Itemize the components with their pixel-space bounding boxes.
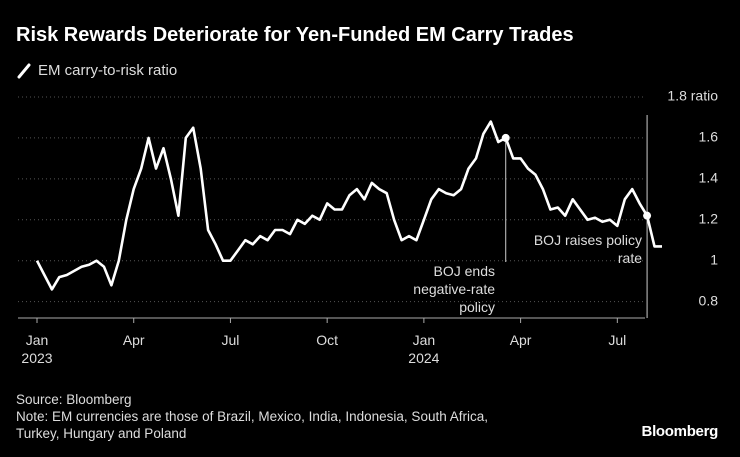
annotation: BOJ raises policy rate	[533, 232, 642, 266]
legend-icon	[17, 63, 31, 78]
x-tick-label: Apr	[509, 332, 532, 348]
x-tick-label: Jul	[608, 332, 627, 348]
y-tick-label: 1	[710, 251, 718, 267]
x-tick-label: Apr	[122, 332, 145, 348]
y-tick-label: 1.4	[699, 170, 719, 186]
y-tick-label: 1.6	[699, 129, 719, 145]
annotation-dot	[643, 211, 652, 220]
x-tick-label: Oct	[316, 332, 339, 348]
legend-label: EM carry-to-risk ratio	[38, 62, 178, 79]
y-tick-label: 0.8	[699, 292, 719, 308]
legend: EM carry-to-risk ratio	[16, 62, 177, 79]
annotation: BOJ ends negative-rate policy	[413, 263, 495, 315]
y-tick-label: 1.8 ratio	[667, 88, 718, 104]
note: Note: EM currencies are those of Brazil,…	[16, 409, 488, 441]
x-tick-label: Jan 2023	[21, 332, 53, 366]
chart-title: Risk Rewards Deteriorate for Yen-Funded …	[16, 24, 574, 46]
logo: Bloomberg	[641, 423, 719, 440]
line	[35, 120, 662, 291]
y-tick-label: 1.2	[699, 210, 719, 226]
annotation-dot	[501, 133, 510, 142]
x-tick-label: Jan 2024	[408, 332, 440, 366]
x-tick-label: Jul	[221, 332, 240, 348]
source: Source: Bloomberg	[16, 392, 132, 407]
